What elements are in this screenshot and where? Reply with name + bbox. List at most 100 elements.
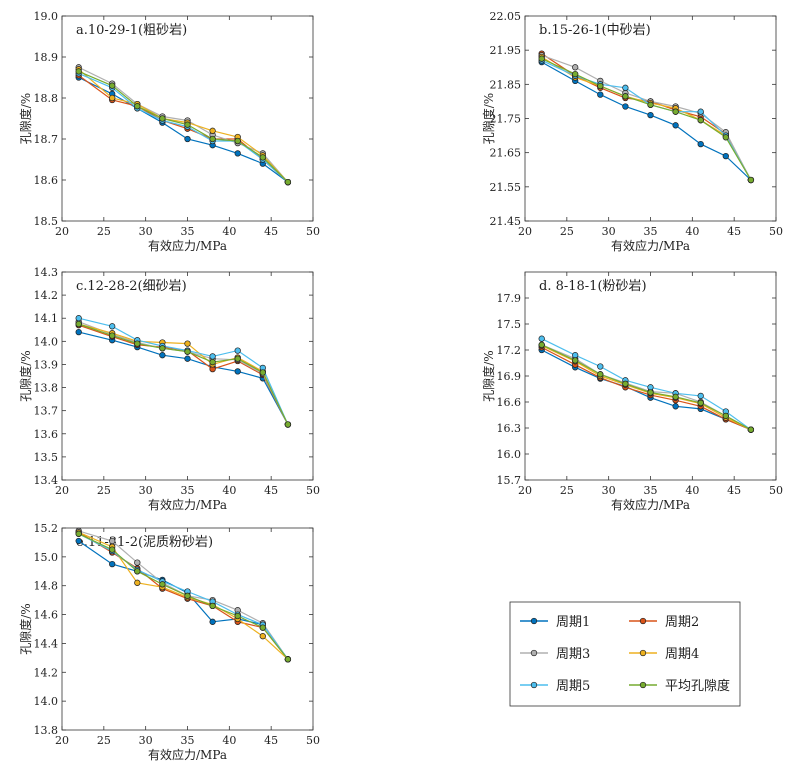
series-line-2 (78, 74, 289, 183)
x-tick-label: 45 (264, 484, 278, 497)
x-tick-label: 35 (181, 484, 195, 497)
data-point (109, 546, 116, 553)
x-tick-label: 25 (97, 225, 111, 238)
data-point (572, 352, 579, 359)
data-point (159, 581, 166, 588)
data-point (109, 560, 116, 568)
data-point (259, 624, 266, 631)
y-tick-label: 16.3 (497, 422, 522, 435)
data-point (109, 94, 116, 102)
x-tick-label: 40 (222, 225, 236, 238)
data-point (697, 399, 704, 407)
y-axis-label: 孔隙度/% (18, 93, 33, 144)
x-tick-label: 20 (518, 225, 532, 238)
y-axis-label: 孔隙度/% (18, 350, 33, 401)
data-point (284, 421, 292, 428)
legend-label: 周期2 (665, 615, 699, 630)
data-point (538, 335, 545, 342)
y-tick-label: 19.0 (34, 10, 59, 23)
data-point (209, 358, 216, 366)
legend-item: 平均孔隙度 (629, 678, 730, 694)
data-point (259, 633, 266, 640)
data-point (134, 568, 141, 575)
x-tick-label: 30 (139, 484, 153, 497)
legend-item: 周期3 (520, 647, 590, 662)
axes-frame (524, 271, 777, 481)
y-axis-label: 孔隙度/% (18, 603, 33, 654)
x-tick-label: 30 (602, 225, 616, 238)
data-point (722, 134, 729, 141)
x-tick-label: 35 (644, 484, 658, 497)
x-axis-label: 有效应力/MPa (148, 497, 227, 512)
data-point (184, 592, 191, 599)
x-tick-label: 25 (97, 484, 111, 497)
data-point (647, 101, 654, 108)
data-point (109, 332, 116, 339)
subplot-3: 20 25 30 35 40 45 50 15.7 16.0 16.3 16.6 16.9 17.2 17… (481, 271, 783, 512)
data-point (109, 537, 116, 545)
data-point (75, 320, 82, 328)
data-point (672, 122, 679, 129)
subplot-title: a.10-29-1(粗砂岩) (76, 23, 187, 38)
data-point (234, 137, 241, 145)
data-point (159, 345, 166, 352)
y-tick-label: 17.9 (497, 292, 522, 305)
x-axis-label: 有效应力/MPa (148, 747, 227, 762)
data-point (234, 355, 241, 362)
y-tick-label: 18.7 (34, 133, 59, 146)
y-tick-label: 13.6 (34, 428, 59, 441)
y-tick-label: 21.45 (490, 215, 522, 228)
data-point (647, 111, 654, 119)
y-tick-label: 13.9 (34, 358, 59, 371)
y-tick-label: 21.55 (490, 181, 522, 194)
data-point (234, 347, 241, 354)
data-point (134, 559, 141, 566)
data-point (647, 384, 654, 391)
y-tick-label: 21.65 (490, 147, 522, 160)
y-axis-label: 孔隙度/% (481, 350, 496, 401)
x-tick-label: 25 (97, 734, 111, 747)
data-point (597, 363, 604, 370)
subplot-1: 20 25 30 35 40 45 50 21.45 21.55 21.65 21.75 21.85 2… (481, 10, 783, 253)
data-point (184, 348, 191, 355)
data-point (134, 579, 141, 586)
subplot-0: 20 25 30 35 40 45 50 18.5 18.6 18.7 18.8 18.9 19.0 a.… (18, 10, 320, 253)
data-point (284, 178, 292, 186)
data-point (597, 82, 604, 90)
y-tick-label: 13.4 (34, 474, 59, 487)
x-tick-label: 40 (685, 484, 699, 497)
data-point (597, 371, 604, 378)
y-tick-label: 13.8 (34, 382, 59, 395)
x-tick-label: 30 (139, 734, 153, 747)
x-tick-label: 50 (306, 734, 320, 747)
x-tick-label: 50 (306, 484, 320, 497)
x-tick-label: 35 (181, 225, 195, 238)
y-tick-label: 17.5 (497, 318, 522, 331)
x-tick-label: 25 (560, 484, 574, 497)
data-point (234, 368, 241, 375)
data-point (159, 115, 166, 122)
data-point (597, 91, 604, 98)
data-point (538, 341, 545, 348)
legend-item: 周期4 (629, 647, 699, 662)
data-point (259, 154, 266, 161)
data-point (697, 140, 704, 148)
data-point (209, 618, 216, 625)
data-point (572, 357, 579, 364)
legend-marker (639, 649, 647, 657)
data-point (209, 135, 216, 143)
axes-frame (61, 527, 314, 731)
data-point (622, 380, 629, 387)
data-point (284, 656, 292, 663)
data-point (747, 426, 755, 433)
data-point (622, 103, 629, 110)
x-tick-label: 20 (55, 484, 69, 497)
x-axis-label: 有效应力/MPa (611, 497, 690, 512)
data-point (647, 389, 654, 396)
data-point (75, 537, 82, 545)
x-tick-label: 25 (560, 225, 574, 238)
data-point (672, 108, 679, 115)
y-axis-label: 孔隙度/% (481, 93, 496, 144)
data-point (722, 152, 729, 160)
data-point (234, 612, 241, 620)
